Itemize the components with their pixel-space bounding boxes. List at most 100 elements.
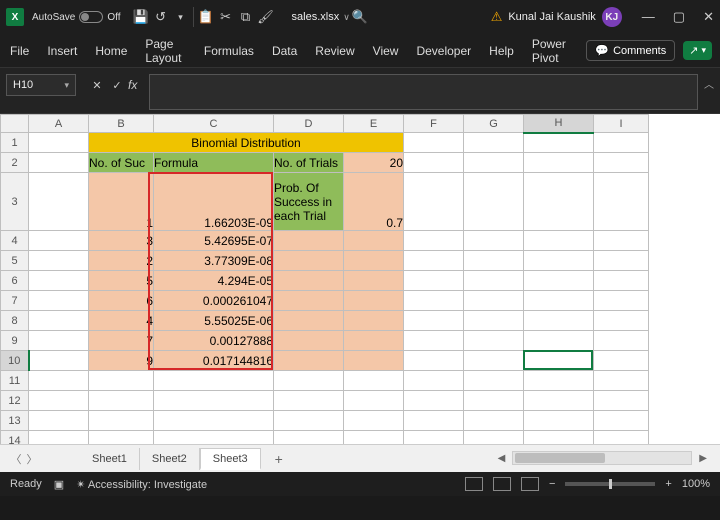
cell-H6[interactable] — [524, 271, 594, 291]
hscroll-right-icon[interactable]: ▶ — [696, 453, 710, 464]
cell-B4[interactable]: 3 — [89, 231, 154, 251]
sheet-tab-1[interactable]: Sheet1 — [80, 448, 140, 470]
sheet-nav-prev-icon[interactable]: 〈 — [8, 451, 24, 467]
cell-A9[interactable] — [29, 331, 89, 351]
cell-F14[interactable] — [404, 431, 464, 445]
tab-home[interactable]: Home — [93, 40, 129, 62]
cell-H7[interactable] — [524, 291, 594, 311]
col-header-F[interactable]: F — [404, 115, 464, 133]
cell-G3[interactable] — [464, 173, 524, 231]
cell-D3[interactable]: Prob. Of Success in each Trial — [274, 173, 344, 231]
hscroll-left-icon[interactable]: ◀ — [495, 453, 509, 464]
hscroll-thumb[interactable] — [515, 453, 605, 463]
cell-D10[interactable] — [274, 351, 344, 371]
cell-H12[interactable] — [524, 391, 594, 411]
cell-G7[interactable] — [464, 291, 524, 311]
worksheet-grid[interactable]: ABCDEFGHI1Binomial Distribution2No. of S… — [0, 114, 720, 444]
row-header-5[interactable]: 5 — [1, 251, 29, 271]
cell-G2[interactable] — [464, 153, 524, 173]
fx-icon[interactable]: fx — [128, 78, 137, 92]
cell-D5[interactable] — [274, 251, 344, 271]
cell-F13[interactable] — [404, 411, 464, 431]
cell-F4[interactable] — [404, 231, 464, 251]
accept-formula-icon[interactable]: ✓ — [108, 79, 126, 92]
row-header-14[interactable]: 14 — [1, 431, 29, 445]
col-header-G[interactable]: G — [464, 115, 524, 133]
cell-D6[interactable] — [274, 271, 344, 291]
tab-formulas[interactable]: Formulas — [202, 40, 256, 62]
cut-icon[interactable]: ✂ — [216, 9, 236, 25]
warning-icon[interactable]: ⚠ — [491, 9, 503, 25]
cell-G5[interactable] — [464, 251, 524, 271]
cell-I10[interactable] — [594, 351, 649, 371]
tab-file[interactable]: File — [8, 40, 31, 62]
cell-E5[interactable] — [344, 251, 404, 271]
cell-F5[interactable] — [404, 251, 464, 271]
cell-C8[interactable]: 5.55025E-06 — [154, 311, 274, 331]
cell-A12[interactable] — [29, 391, 89, 411]
cell-A13[interactable] — [29, 411, 89, 431]
tab-data[interactable]: Data — [270, 40, 299, 62]
cell-F12[interactable] — [404, 391, 464, 411]
cell-A11[interactable] — [29, 371, 89, 391]
cell-I3[interactable] — [594, 173, 649, 231]
cell-I9[interactable] — [594, 331, 649, 351]
autosave-toggle[interactable]: AutoSave Off — [32, 11, 121, 23]
filename[interactable]: sales.xlsx ∨ — [292, 11, 350, 23]
row-header-7[interactable]: 7 — [1, 291, 29, 311]
cell-G4[interactable] — [464, 231, 524, 251]
name-box[interactable]: H10 ▾ — [6, 74, 76, 96]
cell-I6[interactable] — [594, 271, 649, 291]
user-avatar[interactable]: KJ — [602, 7, 622, 27]
view-page-break-icon[interactable] — [521, 477, 539, 491]
view-normal-icon[interactable] — [465, 477, 483, 491]
row-header-11[interactable]: 11 — [1, 371, 29, 391]
cell-F9[interactable] — [404, 331, 464, 351]
cell-F8[interactable] — [404, 311, 464, 331]
select-all-corner[interactable] — [1, 115, 29, 133]
macro-record-icon[interactable]: ▣ — [54, 478, 64, 491]
col-header-H[interactable]: H — [524, 115, 594, 133]
formula-input[interactable] — [149, 74, 698, 110]
cell-F3[interactable] — [404, 173, 464, 231]
comments-button[interactable]: 💬 Comments — [586, 40, 675, 61]
copy-icon[interactable]: ⧉ — [236, 9, 256, 25]
cell-G11[interactable] — [464, 371, 524, 391]
col-header-D[interactable]: D — [274, 115, 344, 133]
cell-C7[interactable]: 0.000261047 — [154, 291, 274, 311]
cell-C2[interactable]: Formula — [154, 153, 274, 173]
cell-H5[interactable] — [524, 251, 594, 271]
cell-D13[interactable] — [274, 411, 344, 431]
minimize-icon[interactable]: — — [642, 9, 655, 25]
cell-C13[interactable] — [154, 411, 274, 431]
cell-D2[interactable]: No. of Trials — [274, 153, 344, 173]
cell-I2[interactable] — [594, 153, 649, 173]
cell-B8[interactable]: 4 — [89, 311, 154, 331]
cell-I14[interactable] — [594, 431, 649, 445]
zoom-out-icon[interactable]: − — [549, 478, 555, 490]
col-header-A[interactable]: A — [29, 115, 89, 133]
paste-icon[interactable]: 📋 — [196, 9, 216, 25]
cell-B13[interactable] — [89, 411, 154, 431]
cell-C11[interactable] — [154, 371, 274, 391]
col-header-B[interactable]: B — [89, 115, 154, 133]
cell-B7[interactable]: 6 — [89, 291, 154, 311]
cell-I11[interactable] — [594, 371, 649, 391]
cell-A14[interactable] — [29, 431, 89, 445]
cell-G9[interactable] — [464, 331, 524, 351]
cell-E7[interactable] — [344, 291, 404, 311]
horizontal-scrollbar[interactable]: ◀ ▶ — [495, 451, 710, 465]
cell-B10[interactable]: 9 — [89, 351, 154, 371]
cell-B6[interactable]: 5 — [89, 271, 154, 291]
accessibility-status[interactable]: ✴ Accessibility: Investigate — [76, 478, 207, 491]
row-header-10[interactable]: 10 — [1, 351, 29, 371]
cell-I8[interactable] — [594, 311, 649, 331]
cell-B12[interactable] — [89, 391, 154, 411]
add-sheet-button[interactable]: + — [261, 451, 297, 467]
zoom-in-icon[interactable]: + — [665, 478, 671, 490]
cell-E6[interactable] — [344, 271, 404, 291]
cell-C10[interactable]: 0.017144816 — [154, 351, 274, 371]
sheet-tab-2[interactable]: Sheet2 — [140, 448, 200, 470]
cell-G1[interactable] — [464, 133, 524, 153]
cell-A4[interactable] — [29, 231, 89, 251]
